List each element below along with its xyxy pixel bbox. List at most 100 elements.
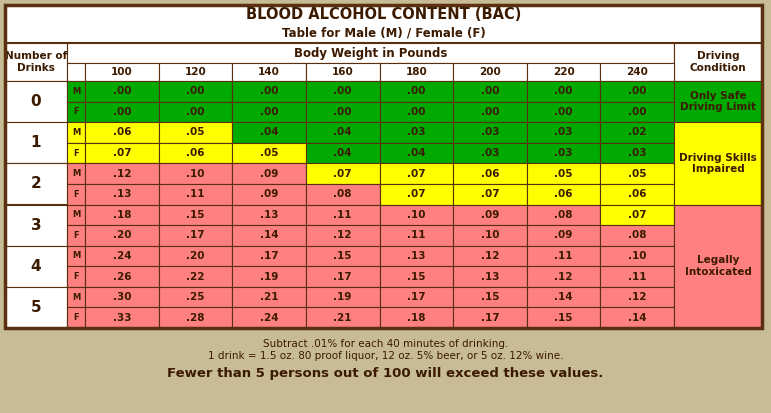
Bar	[453, 266, 527, 287]
Bar	[527, 225, 601, 246]
Bar	[379, 81, 453, 102]
Text: 160: 160	[332, 67, 354, 77]
Text: .03: .03	[554, 148, 573, 158]
Bar	[232, 122, 306, 143]
Bar	[527, 81, 601, 102]
Text: .15: .15	[407, 271, 426, 282]
Bar	[453, 287, 527, 307]
Bar	[232, 63, 306, 81]
Text: M: M	[72, 87, 80, 96]
Bar	[306, 225, 379, 246]
Bar	[85, 266, 159, 287]
Text: .04: .04	[333, 148, 352, 158]
Text: 0: 0	[31, 94, 42, 109]
Text: .20: .20	[186, 251, 204, 261]
Text: M: M	[72, 128, 80, 137]
Text: .00: .00	[333, 107, 352, 117]
Text: 200: 200	[479, 67, 501, 77]
Text: Driving
Condition: Driving Condition	[690, 51, 746, 73]
Text: 1 drink = 1.5 oz. 80 proof liquor, 12 oz. 5% beer, or 5 oz. 12% wine.: 1 drink = 1.5 oz. 80 proof liquor, 12 oz…	[207, 351, 564, 361]
Bar	[67, 204, 85, 225]
Text: F: F	[73, 313, 79, 322]
Bar	[601, 163, 674, 184]
Text: M: M	[72, 252, 80, 261]
Text: .14: .14	[628, 313, 647, 323]
Text: 220: 220	[553, 67, 574, 77]
Bar	[306, 266, 379, 287]
Text: .09: .09	[554, 230, 573, 240]
Text: F: F	[73, 190, 79, 199]
Bar	[67, 225, 85, 246]
Bar	[379, 163, 453, 184]
Text: Body Weight in Pounds: Body Weight in Pounds	[294, 47, 447, 59]
Text: .12: .12	[480, 251, 499, 261]
Text: .12: .12	[628, 292, 646, 302]
Text: .11: .11	[628, 271, 646, 282]
Text: .14: .14	[554, 292, 573, 302]
Text: Driving Skills
Impaired: Driving Skills Impaired	[679, 152, 757, 174]
Text: .06: .06	[113, 128, 131, 138]
Text: .07: .07	[333, 169, 352, 179]
Bar	[67, 122, 85, 143]
Text: 100: 100	[111, 67, 133, 77]
Text: .33: .33	[113, 313, 131, 323]
Text: .13: .13	[407, 251, 426, 261]
Bar	[674, 122, 762, 204]
Bar	[5, 5, 762, 43]
Text: .00: .00	[260, 86, 278, 96]
Bar	[453, 63, 527, 81]
Text: .17: .17	[407, 292, 426, 302]
Bar	[67, 266, 85, 287]
Bar	[453, 204, 527, 225]
Text: F: F	[73, 107, 79, 116]
Text: .19: .19	[260, 271, 278, 282]
Text: .10: .10	[628, 251, 646, 261]
Bar	[379, 225, 453, 246]
Bar	[159, 163, 232, 184]
Bar	[379, 307, 453, 328]
Text: .02: .02	[628, 128, 646, 138]
Bar	[527, 246, 601, 266]
Bar	[453, 81, 527, 102]
Bar	[5, 5, 762, 328]
Bar	[232, 204, 306, 225]
Bar	[159, 102, 232, 122]
Text: .13: .13	[113, 189, 131, 199]
Text: .00: .00	[554, 107, 573, 117]
Text: .15: .15	[554, 313, 573, 323]
Bar	[527, 122, 601, 143]
Text: .24: .24	[260, 313, 278, 323]
Text: .12: .12	[554, 271, 573, 282]
Bar	[159, 225, 232, 246]
Text: .00: .00	[113, 107, 131, 117]
Text: .04: .04	[260, 128, 278, 138]
Text: F: F	[73, 149, 79, 157]
Text: Only Safe
Driving Limit: Only Safe Driving Limit	[680, 91, 756, 112]
Bar	[232, 287, 306, 307]
Text: .03: .03	[407, 128, 426, 138]
Text: .00: .00	[628, 107, 646, 117]
Bar	[85, 204, 159, 225]
Text: .09: .09	[481, 210, 499, 220]
Text: .03: .03	[480, 128, 499, 138]
Bar	[85, 102, 159, 122]
Bar	[159, 246, 232, 266]
Bar	[674, 204, 762, 328]
Text: .11: .11	[554, 251, 573, 261]
Text: 2: 2	[31, 176, 42, 191]
Bar	[306, 143, 379, 163]
Text: Table for Male (M) / Female (F): Table for Male (M) / Female (F)	[281, 26, 486, 40]
Bar	[67, 63, 85, 81]
Text: .00: .00	[407, 107, 426, 117]
Bar	[5, 81, 67, 122]
Text: 120: 120	[184, 67, 207, 77]
Text: BLOOD ALCOHOL CONTENT (BAC): BLOOD ALCOHOL CONTENT (BAC)	[246, 7, 521, 22]
Text: M: M	[72, 293, 80, 301]
Bar	[159, 287, 232, 307]
Bar	[601, 184, 674, 204]
Bar	[527, 163, 601, 184]
Text: 5: 5	[31, 300, 42, 315]
Text: .00: .00	[407, 86, 426, 96]
Text: .07: .07	[407, 189, 426, 199]
Bar	[601, 225, 674, 246]
